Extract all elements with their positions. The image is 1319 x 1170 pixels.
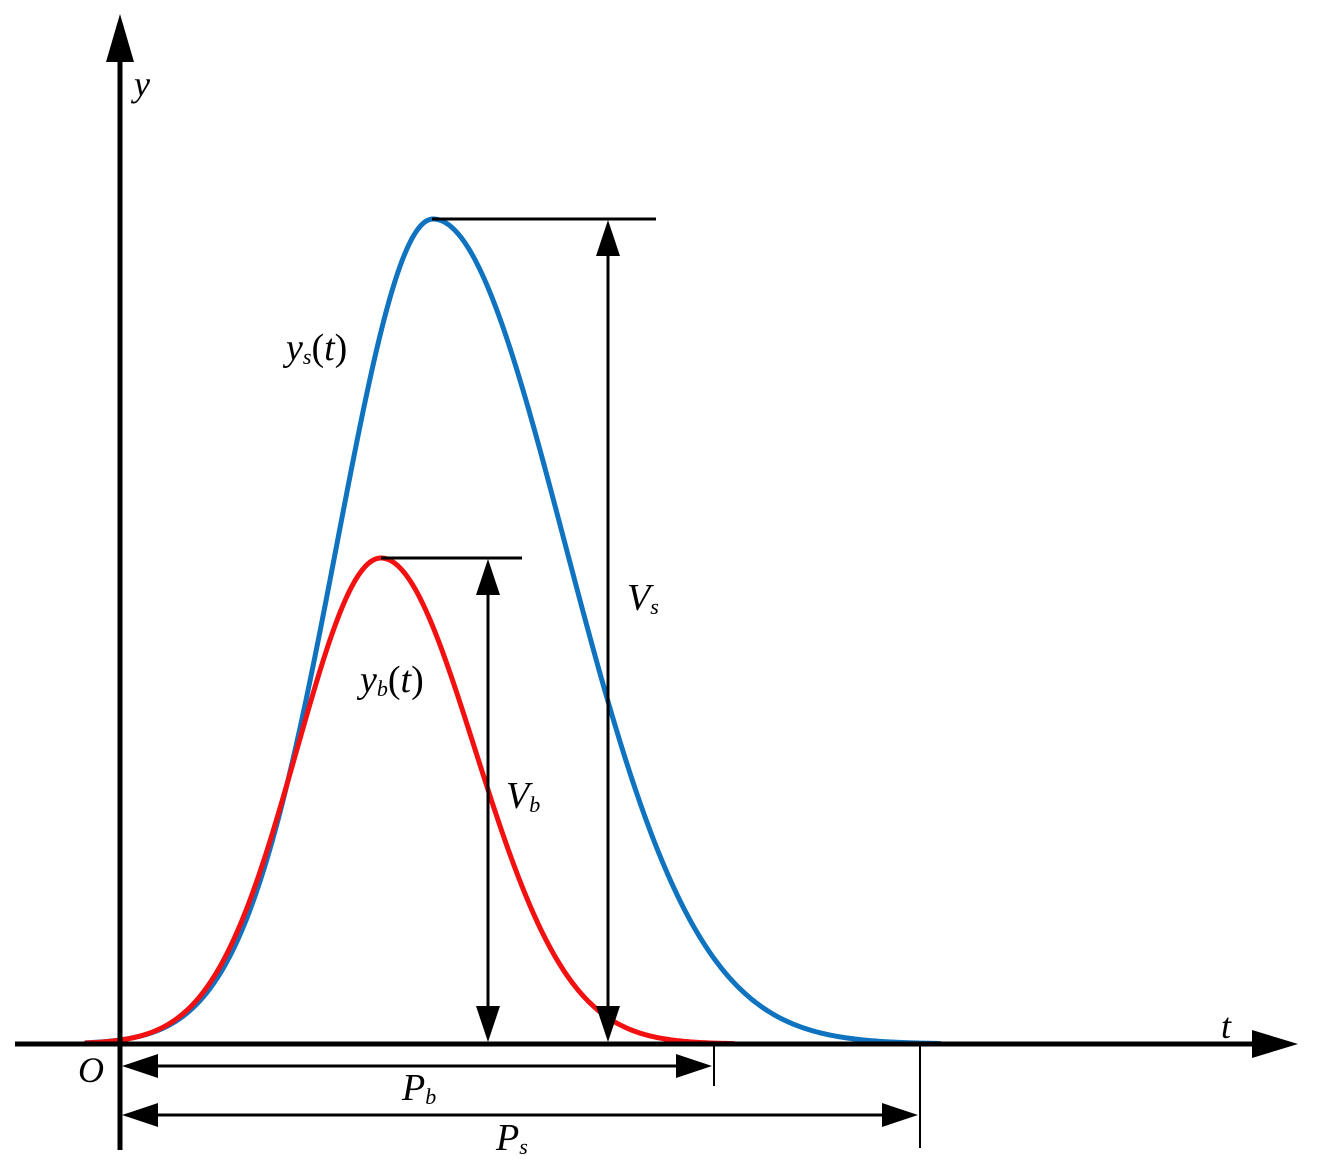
pb-dimension-arrow [122, 1044, 715, 1086]
yb-curve-label: yb(t) [356, 659, 424, 701]
ps-dimension-arrow [122, 1044, 921, 1148]
ys-curve-label: ys(t) [282, 327, 347, 369]
vb-label: Vb [506, 775, 540, 817]
pb-label: Pb [401, 1067, 436, 1109]
x-axis-label: t [1221, 1006, 1232, 1046]
curve-yb [83, 555, 737, 1047]
origin-label: O [78, 1050, 104, 1090]
y-axis-label: y [131, 64, 150, 104]
vs-label: Vs [627, 577, 659, 619]
ps-label: Ps [495, 1117, 528, 1159]
vs-dimension-arrow [596, 220, 620, 1042]
curve-ys [83, 216, 943, 1046]
vb-dimension-arrow [476, 559, 500, 1042]
y-axis-arrowhead [106, 14, 134, 62]
x-axis-arrowhead [1252, 1030, 1298, 1058]
